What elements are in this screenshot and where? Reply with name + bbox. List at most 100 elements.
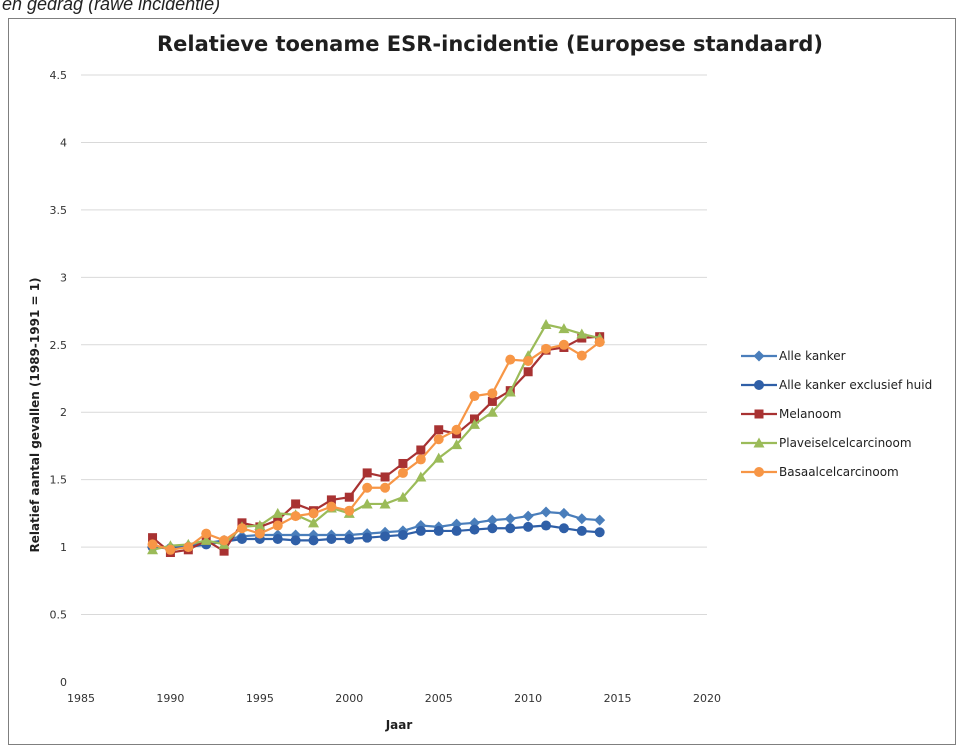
- data-point: [523, 367, 533, 377]
- data-point: [416, 445, 426, 455]
- legend-label: Alle kanker exclusief huid: [779, 378, 932, 392]
- y-tick-label: 1: [60, 541, 67, 554]
- legend-marker: [754, 380, 764, 390]
- data-point: [344, 492, 354, 502]
- data-point: [308, 535, 319, 546]
- y-tick-label: 3: [60, 271, 67, 284]
- data-point: [522, 510, 534, 522]
- data-point: [326, 534, 337, 545]
- x-tick-label: 1990: [156, 692, 184, 705]
- data-point: [380, 472, 390, 482]
- data-point: [504, 386, 516, 397]
- legend-entry: Plaveiselcelcarcinoom: [741, 436, 912, 450]
- data-point: [433, 452, 445, 463]
- x-tick-label: 2005: [425, 692, 453, 705]
- line-chart: Relatieve toename ESR-incidentie (Europe…: [28, 32, 932, 732]
- data-point: [451, 525, 462, 536]
- legend-label: Alle kanker: [779, 349, 846, 363]
- data-point: [451, 439, 463, 450]
- legend-marker: [754, 409, 764, 419]
- legend-entry: Alle kanker exclusief huid: [741, 378, 932, 392]
- y-tick-label: 4.5: [50, 69, 68, 82]
- x-axis-label: Jaar: [385, 718, 413, 732]
- data-point: [468, 418, 480, 429]
- data-point: [273, 515, 283, 525]
- y-axis-label: Relatief aantal gevallen (1989-1991 = 1): [28, 277, 42, 552]
- legend-entry: Basaalcelcarcinoom: [741, 465, 899, 479]
- y-tick-label: 4: [60, 136, 67, 149]
- data-point: [291, 499, 301, 509]
- data-point: [272, 507, 284, 518]
- data-point: [183, 542, 194, 553]
- x-tick-label: 2020: [693, 692, 721, 705]
- data-point: [254, 528, 265, 539]
- legend-marker: [753, 350, 765, 362]
- data-point: [254, 520, 266, 531]
- legend-label: Melanoom: [779, 407, 841, 421]
- legend-entry: Alle kanker: [741, 349, 846, 363]
- data-point: [344, 505, 355, 516]
- data-point: [558, 323, 570, 334]
- page-caption: en gedrag (rawe incidentie): [2, 0, 221, 14]
- data-point: [487, 396, 497, 406]
- data-point: [380, 482, 391, 493]
- y-tick-label: 3.5: [50, 204, 68, 217]
- data-point: [469, 391, 480, 402]
- data-point: [469, 524, 480, 535]
- data-point: [308, 508, 319, 519]
- data-point: [379, 498, 391, 509]
- data-point: [523, 355, 534, 366]
- data-point: [397, 529, 408, 540]
- data-point: [415, 471, 427, 482]
- data-point: [434, 425, 444, 435]
- data-point: [504, 513, 516, 525]
- data-point: [594, 337, 605, 348]
- data-point: [290, 511, 301, 522]
- x-axis: 1985 1990 1995 2000 2005 2010 2015 2020: [67, 692, 721, 705]
- chart-frame: Relatieve toename ESR-incidentie (Europe…: [8, 18, 956, 745]
- chart-title: Relatieve toename ESR-incidentie (Europe…: [157, 32, 823, 56]
- data-point: [487, 523, 498, 534]
- legend-label: Basaalcelcarcinoom: [779, 465, 899, 479]
- data-point: [362, 532, 373, 543]
- data-point: [272, 520, 283, 531]
- plot-area: [147, 319, 606, 558]
- data-point: [236, 523, 247, 534]
- legend-marker: [753, 437, 765, 448]
- data-point: [541, 520, 552, 531]
- y-tick-label: 2: [60, 406, 67, 419]
- data-point: [486, 514, 498, 526]
- x-tick-label: 1985: [67, 692, 95, 705]
- x-tick-label: 2000: [335, 692, 363, 705]
- data-point: [594, 527, 605, 538]
- series-3: [148, 332, 605, 558]
- x-tick-label: 2010: [514, 692, 542, 705]
- gridlines: [81, 74, 707, 616]
- data-point: [219, 546, 229, 556]
- data-point: [433, 434, 444, 445]
- data-point: [380, 531, 391, 542]
- data-point: [272, 534, 283, 545]
- data-point: [362, 468, 372, 478]
- y-tick-label: 0: [60, 676, 67, 689]
- legend-entry: Melanoom: [741, 407, 841, 421]
- data-point: [219, 535, 230, 546]
- data-point: [308, 517, 320, 528]
- data-point: [148, 533, 158, 543]
- data-point: [540, 319, 552, 330]
- x-tick-label: 1995: [246, 692, 274, 705]
- y-tick-label: 1.5: [50, 474, 68, 487]
- data-point: [362, 482, 373, 493]
- y-axis: 0 0.5 1 1.5 2 2.5 3 3.5 4 4.5: [50, 69, 68, 689]
- data-point: [558, 507, 570, 519]
- x-tick-label: 2015: [604, 692, 632, 705]
- data-point: [415, 454, 426, 465]
- data-point: [433, 525, 444, 536]
- data-point: [326, 495, 336, 505]
- y-tick-label: 2.5: [50, 339, 68, 352]
- y-tick-label: 0.5: [50, 609, 68, 622]
- data-point: [290, 535, 301, 546]
- series-5: [147, 337, 605, 555]
- data-point: [523, 521, 534, 532]
- data-point: [541, 343, 552, 354]
